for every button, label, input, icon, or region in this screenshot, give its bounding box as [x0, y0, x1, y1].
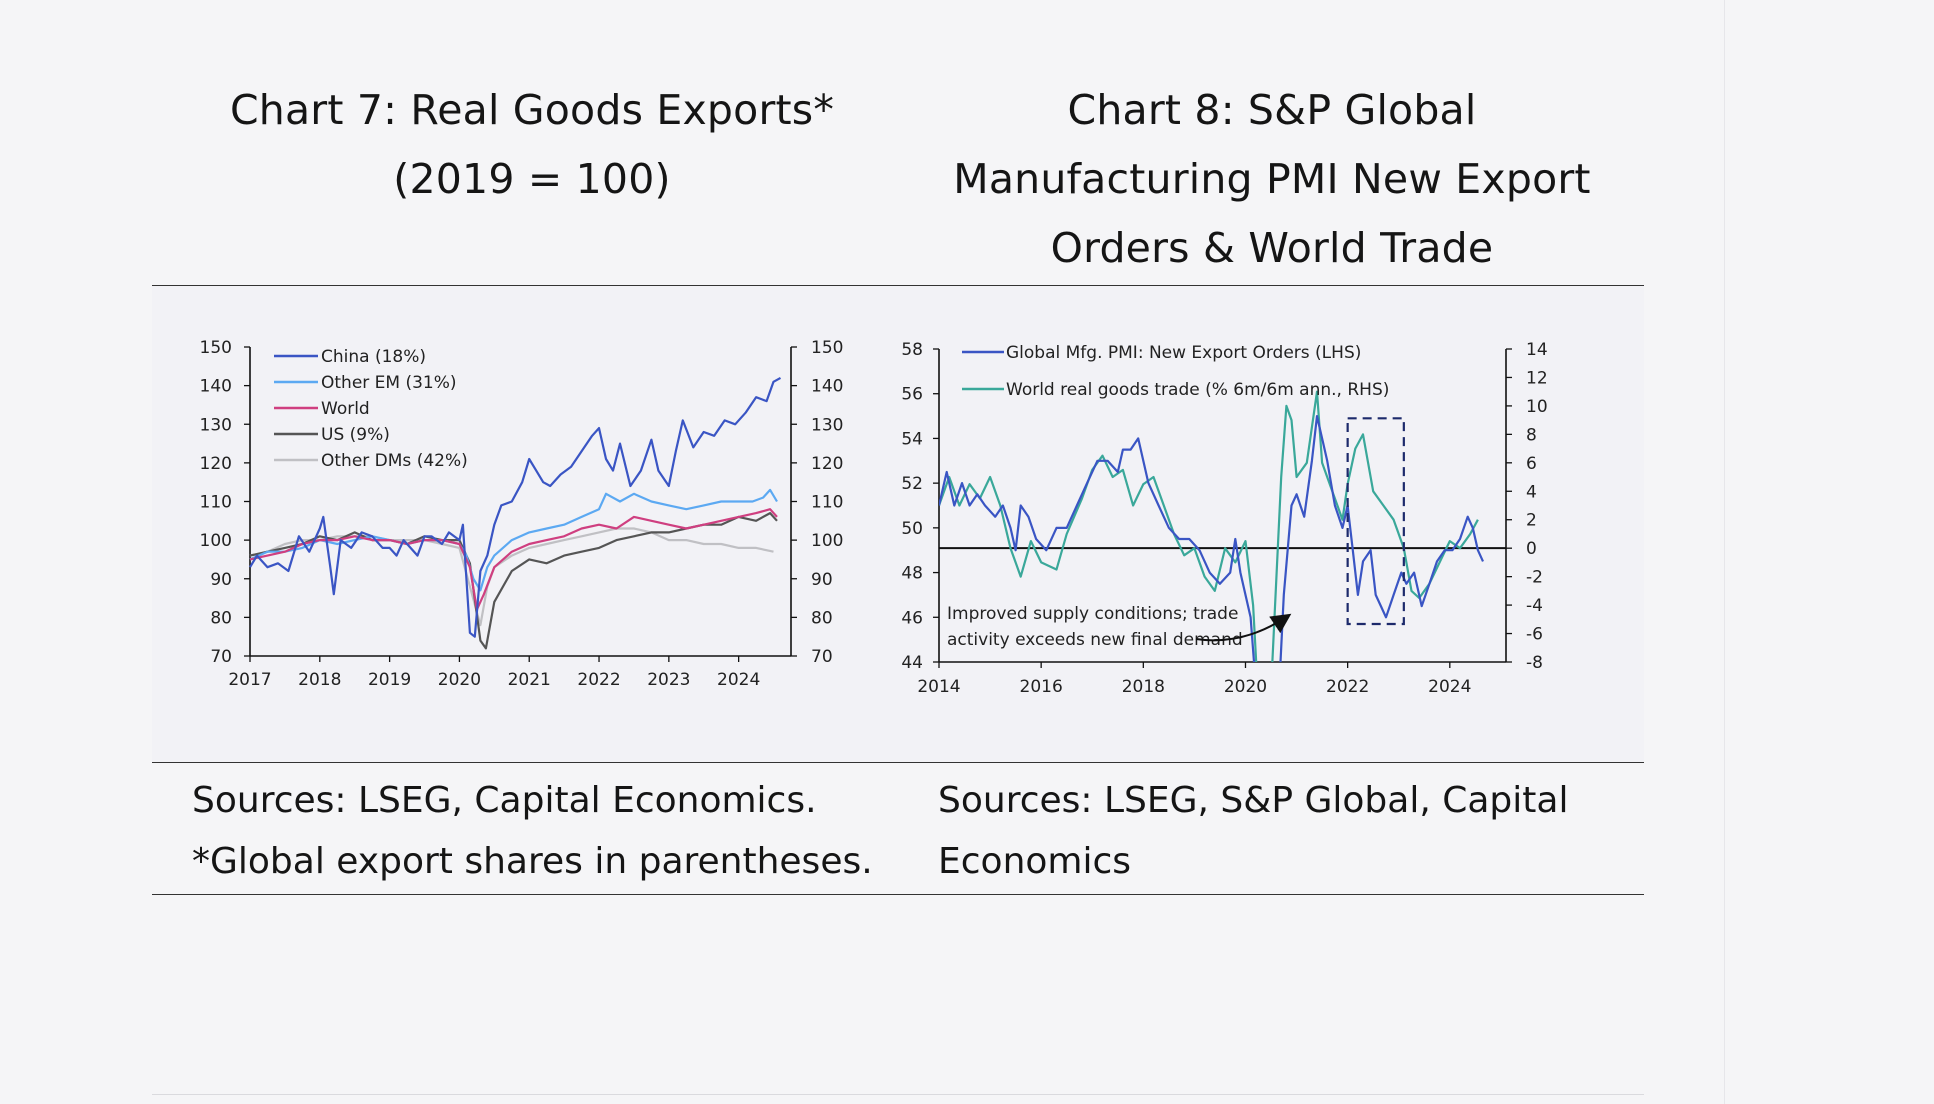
chart8-y-tick-label: 48 [901, 564, 923, 584]
chart8-title: Chart 8: S&P Global Manufacturing PMI Ne… [922, 76, 1622, 283]
article-body: Chart 7: Real Goods Exports* (2019 = 100… [152, 0, 1644, 1104]
table-mid-rule [152, 762, 1644, 763]
chart7-y-tick-label: 150 [200, 338, 232, 358]
chart7-x-tick-label: 2017 [228, 670, 271, 690]
chart8-legend-label: Global Mfg. PMI: New Export Orders (LHS) [1006, 343, 1361, 363]
chart7-title-line1: Chart 7: Real Goods Exports* [229, 86, 835, 134]
chart7-y-tick-label: 100 [200, 531, 232, 551]
chart7-y2-tick-label: 110 [811, 493, 843, 513]
chart8-y2-tick-label: 6 [1526, 454, 1537, 474]
chart7-y-tick-label: 110 [200, 493, 232, 513]
chart7-y2-tick-label: 100 [811, 531, 843, 551]
chart7-y2-tick-label: 70 [811, 647, 833, 667]
chart7-x-tick-label: 2023 [647, 670, 690, 690]
chart8-x-tick-label: 2018 [1122, 677, 1165, 697]
chart7-series-line [249, 376, 782, 638]
chart7-source-line1: Sources: LSEG, Capital Economics. [192, 780, 817, 821]
chart7-title: Chart 7: Real Goods Exports* (2019 = 100… [212, 76, 852, 214]
chart7-y2-tick-label: 90 [811, 570, 833, 590]
chart7-y-tick-label: 90 [210, 570, 232, 590]
chart7-x-tick-label: 2024 [717, 670, 760, 690]
chart8-y-tick-label: 54 [901, 429, 923, 449]
chart7-y2-tick-label: 80 [811, 608, 833, 628]
chart7-legend-label: China (18%) [321, 347, 426, 367]
chart8-title-line1: Chart 8: S&P Global [1067, 86, 1477, 134]
chart8-annotation-line2: activity exceeds new final demand [947, 630, 1243, 650]
chart8-title-line3: Orders & World Trade [1050, 224, 1494, 272]
chart-panel: 70 70 80 80 90 90 100 100 110 110 120 120 130 130 140 1… [152, 286, 1644, 762]
chart8-y-tick-label: 44 [901, 653, 923, 673]
chart8-source-line1: Sources: LSEG, S&P Global, Capital [938, 780, 1569, 821]
chart7-x-tick-label: 2022 [577, 670, 620, 690]
chart7-y-tick-label: 70 [210, 647, 232, 667]
chart7-legend-label: World [321, 399, 370, 419]
chart8-x-tick-label: 2020 [1224, 677, 1267, 697]
chart7-y2-tick-label: 130 [811, 415, 843, 435]
chart8-y2-tick-label: 0 [1526, 539, 1537, 559]
chart8-series-line [939, 415, 1485, 662]
chart7-x-tick-label: 2021 [508, 670, 551, 690]
chart8-highlight-box [1346, 417, 1405, 626]
page-bottom-rule [152, 1094, 1644, 1095]
chart8-x-tick-label: 2022 [1326, 677, 1369, 697]
chart7-title-line2: (2019 = 100) [393, 155, 671, 203]
chart8-y2-tick-label: -2 [1526, 568, 1543, 588]
chart8-source: Sources: LSEG, S&P Global, Capital Econo… [938, 770, 1578, 892]
chart7-y-tick-label: 120 [200, 454, 232, 474]
chart8-series-line [939, 390, 1479, 662]
chart8-plot-area [939, 390, 1485, 662]
chart8-x-tick-label: 2014 [917, 677, 960, 697]
chart8-y2-tick-label: 10 [1526, 397, 1548, 417]
chart7-series-line [249, 508, 778, 611]
chart8-y2-tick-label: 14 [1526, 340, 1548, 360]
chart7-series-line [249, 512, 778, 650]
chart7-y-tick-label: 130 [200, 415, 232, 435]
chart8-y-tick-label: 58 [901, 340, 923, 360]
chart8-x-tick-label: 2016 [1020, 677, 1063, 697]
chart8-y-tick-label: 56 [901, 385, 923, 405]
chart8-y2-tick-label: 2 [1526, 511, 1537, 531]
chart8-y-tick-label: 46 [901, 608, 923, 628]
chart8-y2-tick-label: -6 [1526, 625, 1543, 645]
chart8-legend-label: World real goods trade (% 6m/6m ann., RH… [1006, 380, 1389, 400]
chart7-x-tick-label: 2019 [368, 670, 411, 690]
chart7-source-line2: *Global export shares in parentheses. [192, 841, 873, 882]
chart8-x-tick-label: 2024 [1428, 677, 1471, 697]
chart8-annotation-line1: Improved supply conditions; trade [947, 604, 1238, 624]
chart8-y2-tick-label: 4 [1526, 482, 1537, 502]
chart8-source-line2: Economics [938, 841, 1132, 882]
chart7-x-tick-label: 2020 [438, 670, 481, 690]
chart7: 70 70 80 80 90 90 100 100 110 110 120 120 130 130 140 1… [200, 338, 844, 690]
chart8-y-tick-label: 50 [901, 519, 923, 539]
chart8-y-tick-label: 52 [901, 474, 923, 494]
table-top-rule [152, 285, 1644, 286]
chart7-y2-tick-label: 140 [811, 377, 843, 397]
table-bottom-rule [152, 894, 1644, 895]
chart7-legend-label: Other EM (31%) [321, 373, 457, 393]
chart8-annotation-arrow [1195, 613, 1292, 642]
chart7-y-tick-label: 80 [210, 608, 232, 628]
chart7-series-line [249, 488, 778, 592]
chart7-y-tick-label: 140 [200, 377, 232, 397]
chart7-x-tick-label: 2018 [298, 670, 341, 690]
chart8-y2-tick-label: -8 [1526, 653, 1543, 673]
chart7-legend-label: US (9%) [321, 425, 390, 445]
chart8-title-line2: Manufacturing PMI New Export [953, 155, 1591, 203]
chart8-y2-tick-label: 12 [1526, 368, 1548, 388]
chart8-y2-tick-label: -4 [1526, 596, 1543, 616]
chart7-y2-tick-label: 120 [811, 454, 843, 474]
chart7-y2-tick-label: 150 [811, 338, 843, 358]
chart7-source: Sources: LSEG, Capital Economics. *Globa… [192, 770, 892, 892]
chart8-y2-tick-label: 8 [1526, 425, 1537, 445]
chart7-legend-label: Other DMs (42%) [321, 451, 468, 471]
right-rail [1724, 0, 1934, 1104]
